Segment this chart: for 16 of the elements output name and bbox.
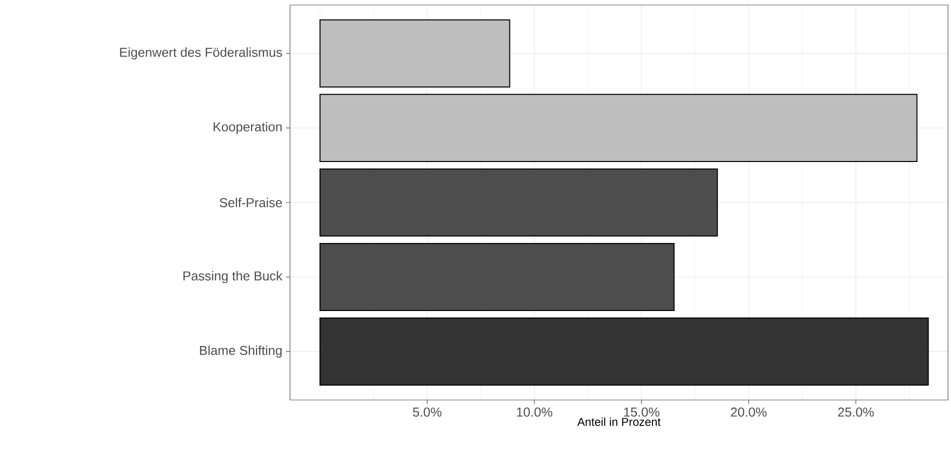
y-tick-label: Self-Praise [220, 198, 282, 208]
x-tick-label: 15.0% [624, 408, 660, 417]
x-tick-label: 20.0% [730, 408, 767, 417]
bar [320, 318, 929, 386]
bar [320, 19, 510, 88]
bar [320, 94, 918, 162]
y-tick-label: Blame Shifting [200, 346, 282, 358]
x-tick-label: 10.0% [516, 408, 552, 417]
bar [320, 168, 718, 237]
x-tick-label: 5.0% [412, 408, 442, 417]
bar [320, 242, 675, 312]
y-tick-label: Kooperation [214, 122, 282, 134]
x-axis-title: Anteil in Prozent [577, 418, 661, 426]
x-tick-label: 25.0% [838, 408, 874, 417]
y-tick-label: Eigenwert des Föderalismus [120, 47, 282, 60]
y-tick-label: Passing the Buck [183, 270, 282, 284]
